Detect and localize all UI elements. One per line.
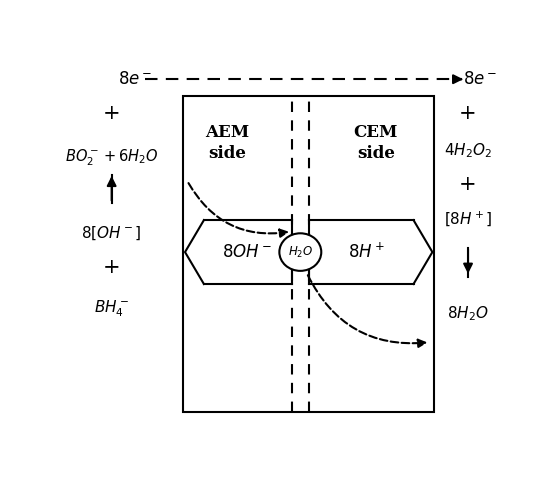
Text: $4H_2O_2$: $4H_2O_2$: [444, 141, 492, 160]
Text: +: +: [459, 175, 477, 194]
Circle shape: [279, 233, 321, 271]
Text: $8e^-$: $8e^-$: [464, 71, 498, 88]
FancyArrowPatch shape: [308, 275, 425, 347]
Text: AEM
side: AEM side: [205, 124, 249, 162]
Text: $H_2O$: $H_2O$: [288, 244, 313, 260]
Text: +: +: [103, 258, 121, 277]
Text: $8[OH^-]$: $8[OH^-]$: [81, 224, 142, 242]
Text: CEM
side: CEM side: [354, 124, 398, 162]
Text: $8e^-$: $8e^-$: [117, 71, 152, 88]
Text: +: +: [459, 103, 477, 122]
Bar: [183, 96, 434, 412]
Text: $8OH^-$: $8OH^-$: [222, 244, 272, 261]
Text: $[8H^+]$: $[8H^+]$: [444, 209, 492, 227]
Text: $BH_4^-$: $BH_4^-$: [94, 298, 129, 319]
Text: $BO_2^- + 6H_2O$: $BO_2^- + 6H_2O$: [65, 148, 159, 168]
Text: $8H_2O$: $8H_2O$: [447, 305, 489, 324]
FancyArrowPatch shape: [188, 183, 287, 237]
Text: +: +: [103, 103, 121, 122]
Text: $8H^+$: $8H^+$: [348, 243, 385, 262]
